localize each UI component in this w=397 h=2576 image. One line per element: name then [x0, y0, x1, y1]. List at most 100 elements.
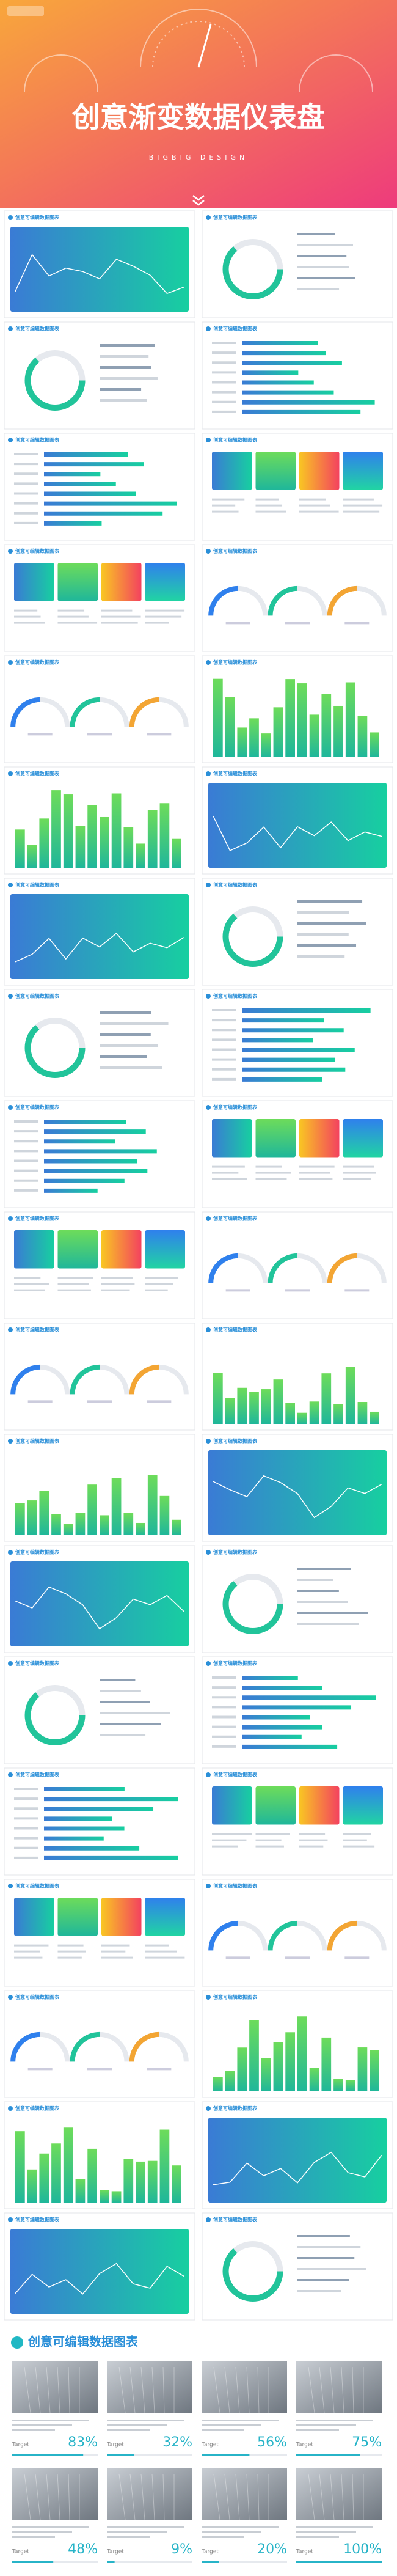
slide-title: 创意可编辑数据图表 [213, 1994, 258, 2000]
progress-track [107, 2454, 192, 2456]
text-line [100, 1690, 141, 1692]
slide-icon [206, 771, 211, 776]
text-line [100, 388, 142, 391]
bar [273, 2042, 283, 2091]
slide: 创意可编辑数据图表 [4, 989, 195, 1097]
bar [297, 2016, 307, 2091]
row-label [212, 1706, 236, 1709]
row-label [212, 342, 236, 344]
row-label [14, 512, 38, 515]
row-label [212, 1068, 236, 1071]
text-line [297, 2257, 355, 2259]
text-line [57, 1956, 82, 1959]
text-line [255, 1839, 282, 1841]
building-line [151, 2473, 155, 2520]
slide: 创意可编辑数据图表 [202, 1990, 393, 2098]
text-line [299, 1845, 324, 1848]
text-line [212, 1845, 238, 1848]
bar [370, 2050, 379, 2091]
building-line [341, 2473, 344, 2520]
slide-title: 创意可编辑数据图表 [15, 437, 60, 443]
slide-frame [202, 2212, 393, 2321]
text-line [343, 498, 374, 501]
card-percent: 20% [257, 2542, 287, 2557]
slide-icon [8, 883, 13, 887]
bar [237, 1387, 247, 1424]
slide: 创意可编辑数据图表 [4, 878, 195, 986]
slide-frame [202, 544, 393, 652]
row-label [14, 1179, 38, 1182]
text-line [297, 955, 345, 958]
bar [39, 2153, 49, 2203]
building-line [257, 2366, 260, 2413]
tile [343, 1119, 383, 1158]
row-bar [242, 1077, 322, 1082]
wave [15, 2262, 184, 2295]
building-line [308, 2473, 315, 2520]
row-label [14, 1807, 38, 1810]
bar [159, 1495, 170, 1535]
building-line [352, 2473, 354, 2520]
slide-title: 创意可编辑数据图表 [213, 993, 258, 999]
text-line [299, 504, 330, 507]
row-label [14, 1159, 38, 1162]
text-line [297, 255, 347, 257]
slide: 创意可编辑数据图表 [202, 1323, 393, 1431]
slide-icon [8, 438, 13, 442]
slide-frame [202, 1545, 393, 1653]
donut-arc [24, 1018, 86, 1078]
card-text [296, 2420, 373, 2421]
card-label: Target [12, 2442, 29, 2448]
bar [321, 694, 332, 757]
text-line [145, 622, 169, 624]
row-bar [242, 1695, 376, 1700]
bar [147, 2160, 158, 2203]
gauge [129, 697, 159, 727]
row-label [212, 371, 236, 374]
text-line [101, 622, 138, 624]
row-label [212, 1696, 236, 1699]
slide-icon [206, 883, 211, 887]
gauge [70, 2031, 100, 2062]
bar [261, 1389, 271, 1424]
bar [136, 1522, 145, 1535]
building-line [319, 2366, 325, 2413]
text-line [57, 1944, 84, 1947]
slide: 创意可编辑数据图表 [202, 1767, 393, 1876]
bar [213, 2077, 223, 2091]
row-bar [242, 1744, 338, 1749]
building-line [352, 2366, 354, 2413]
tile [57, 1898, 98, 1936]
text-line [299, 1178, 333, 1180]
card-text [12, 2420, 89, 2421]
bar [309, 714, 319, 757]
text-line [255, 1178, 287, 1180]
building-line [246, 2473, 250, 2520]
card-text [12, 2526, 89, 2528]
building-line [341, 2366, 344, 2413]
card-percent: 32% [162, 2435, 192, 2450]
slide-title: 创意可编辑数据图表 [213, 1216, 258, 1222]
slide-frame [202, 878, 393, 986]
building-line [151, 2366, 155, 2413]
bar [51, 2143, 61, 2203]
building-line [246, 2366, 250, 2413]
slide-icon [8, 1995, 13, 2000]
caption [344, 622, 370, 625]
tile [57, 563, 98, 601]
text-line [343, 510, 380, 513]
text-line [57, 609, 85, 612]
text-line [101, 1289, 130, 1291]
row-label [212, 1029, 236, 1032]
slide-icon [8, 549, 13, 554]
text-line [14, 1283, 49, 1285]
card-text [202, 2526, 279, 2528]
logo [7, 6, 44, 16]
slide-icon [8, 2106, 13, 2111]
slide-title: 创意可编辑数据图表 [213, 1104, 258, 1110]
text-line [297, 1590, 339, 1592]
text-line [100, 1734, 146, 1736]
progress-track [12, 2561, 98, 2563]
slide-title: 创意可编辑数据图表 [213, 882, 258, 888]
building-line [213, 2366, 220, 2413]
